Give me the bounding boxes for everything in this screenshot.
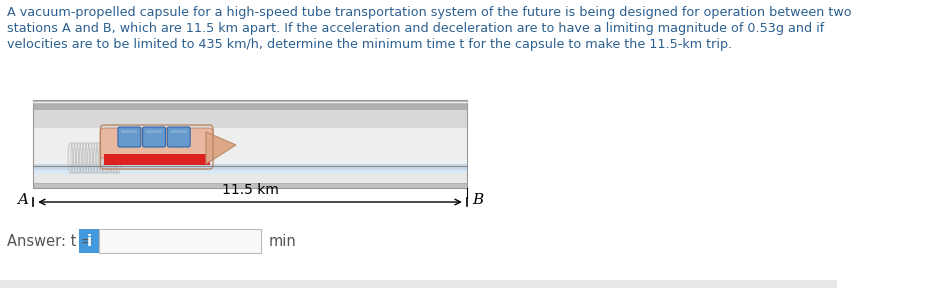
Bar — [33, 164, 467, 170]
Bar — [99, 229, 262, 253]
Bar — [79, 229, 99, 253]
Text: velocities are to be limited to 435 km/h, determine the minimum time t for the c: velocities are to be limited to 435 km/h… — [7, 38, 732, 51]
Text: B: B — [472, 193, 483, 207]
FancyBboxPatch shape — [167, 127, 190, 147]
Bar — [122, 130, 137, 133]
Text: stations A and B, which are 11.5 km apart. If the acceleration and deceleration : stations A and B, which are 11.5 km apar… — [7, 22, 825, 35]
FancyBboxPatch shape — [118, 127, 141, 147]
Bar — [171, 130, 186, 133]
Text: 11.5 km: 11.5 km — [222, 183, 279, 197]
Bar — [146, 130, 162, 133]
Bar — [33, 183, 467, 188]
FancyBboxPatch shape — [143, 127, 165, 147]
Text: i: i — [87, 234, 91, 249]
Bar — [0, 280, 837, 288]
Bar — [33, 170, 467, 174]
Polygon shape — [206, 132, 236, 164]
Text: A: A — [17, 193, 29, 207]
Bar — [33, 128, 467, 166]
Bar — [33, 174, 467, 183]
Text: Answer: t =: Answer: t = — [7, 234, 93, 249]
Bar — [33, 100, 467, 110]
Bar — [104, 154, 209, 165]
Bar — [33, 100, 467, 188]
Text: min: min — [268, 234, 297, 249]
Bar — [33, 110, 467, 128]
FancyBboxPatch shape — [101, 128, 213, 158]
Text: A vacuum-propelled capsule for a high-speed tube transportation system of the fu: A vacuum-propelled capsule for a high-sp… — [7, 6, 852, 19]
